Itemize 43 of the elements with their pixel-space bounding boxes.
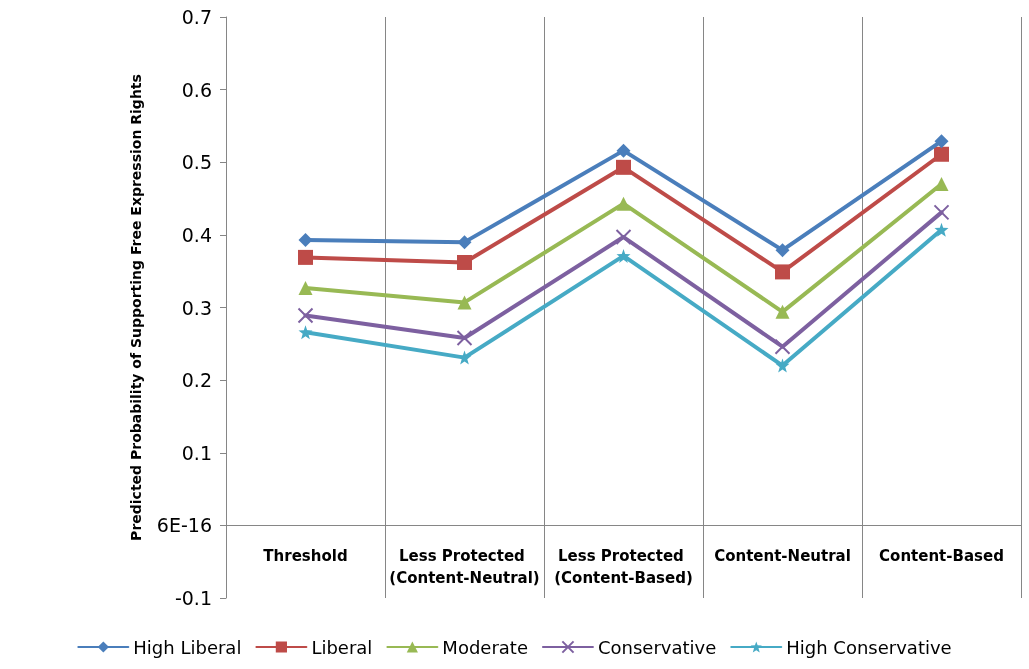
point: [934, 146, 949, 162]
y-tick-label: 6E-16: [156, 514, 212, 537]
point: [933, 204, 950, 221]
point: [457, 295, 472, 310]
point: [616, 159, 631, 175]
x-tick-label: Content-Neutral: [714, 547, 851, 566]
point: [616, 196, 631, 211]
point: [775, 243, 790, 258]
point: [457, 235, 472, 250]
point: [457, 254, 472, 270]
y-tick-label: 0.6: [181, 78, 212, 101]
point: [775, 264, 790, 280]
x-tick-label: Threshold: [263, 547, 348, 566]
legend-label: Conservative: [597, 636, 717, 658]
point: [615, 229, 632, 246]
point: [775, 304, 790, 319]
y-tick-label: 0.1: [181, 441, 212, 464]
point: [456, 330, 473, 346]
y-tick-label: 0.5: [181, 151, 212, 174]
point: [616, 143, 631, 158]
legend-label: High Liberal: [133, 636, 242, 658]
x-tick-label: Content-Based: [879, 547, 1004, 566]
y-axis-title: Predicted Probability of Supporting Free Expression Rights: [127, 74, 144, 541]
point: [934, 134, 949, 149]
y-tick-label: 0.2: [181, 369, 212, 392]
point: [298, 232, 313, 247]
x-tick-label: Less Protected (Content-Neutral): [389, 547, 540, 588]
y-tick-label: 0.4: [181, 223, 212, 246]
point: [775, 358, 790, 373]
legend-label: Moderate: [442, 636, 528, 658]
point: [297, 307, 314, 324]
y-tick-label: -0.1: [174, 587, 212, 609]
legend-label: High Conservative: [786, 636, 952, 658]
legend-label: Liberal: [311, 636, 373, 658]
y-tick-label: 0.7: [181, 6, 212, 28]
point: [934, 222, 949, 237]
point: [616, 248, 631, 263]
point: [298, 325, 313, 340]
point: [298, 249, 313, 265]
y-tick-label: 0.3: [181, 296, 212, 319]
point: [298, 280, 313, 295]
point: [934, 177, 949, 192]
x-tick-label: Less Protected (Content-Based): [554, 547, 693, 588]
